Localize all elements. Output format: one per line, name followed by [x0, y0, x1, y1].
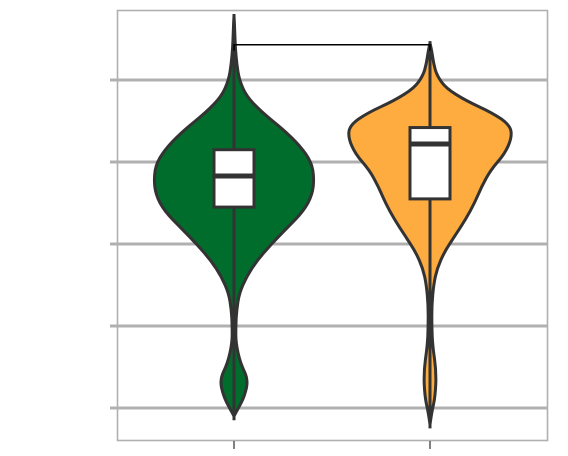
- significance-bracket-0: [233, 43, 431, 51]
- annotations: [233, 43, 431, 51]
- iqr-box-1: [408, 126, 452, 201]
- violin-group-0: [152, 14, 316, 421]
- violins: [152, 14, 513, 429]
- violin-group-1: [347, 41, 513, 429]
- grid-lines: [110, 78, 547, 410]
- axis-ticks: [233, 441, 431, 449]
